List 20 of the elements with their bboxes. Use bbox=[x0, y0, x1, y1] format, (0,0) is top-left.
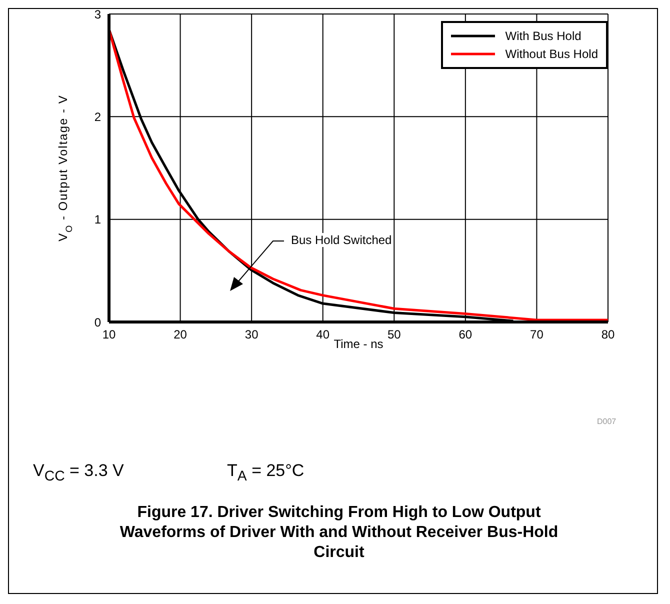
x-tick-label: 20 bbox=[174, 328, 188, 342]
y-tick-label: 2 bbox=[94, 110, 102, 124]
x-tick-label: 50 bbox=[387, 328, 402, 342]
text: D007 bbox=[597, 417, 616, 426]
x-tick-label: 40 bbox=[316, 328, 330, 342]
text: V$_{CC}$ = 3.3 V bbox=[33, 461, 124, 484]
legend-label: With Bus Hold bbox=[505, 28, 582, 45]
x-tick-label: 70 bbox=[530, 328, 544, 342]
text: T$_{A}$ = 25°C bbox=[227, 461, 304, 484]
x-tick-label: 10 bbox=[102, 328, 116, 342]
x-tick-label: 80 bbox=[601, 328, 615, 342]
y-tick-label: 0 bbox=[94, 315, 102, 330]
y-tick-label: 1 bbox=[94, 212, 102, 227]
x-axis-title: Time - ns bbox=[334, 337, 384, 351]
x-tick-label: 60 bbox=[458, 328, 472, 342]
y-tick-label: 3 bbox=[94, 7, 102, 22]
legend-label: Without Bus Hold bbox=[505, 46, 598, 63]
text: Figure 17. Driver Switching From High to Low Output Waveforms of Driver With and Without Receiver Bus-Hold Circuit bbox=[118, 503, 560, 563]
annotation: Bus Hold Switched bbox=[290, 233, 393, 247]
x-tick-label: 30 bbox=[244, 328, 259, 342]
